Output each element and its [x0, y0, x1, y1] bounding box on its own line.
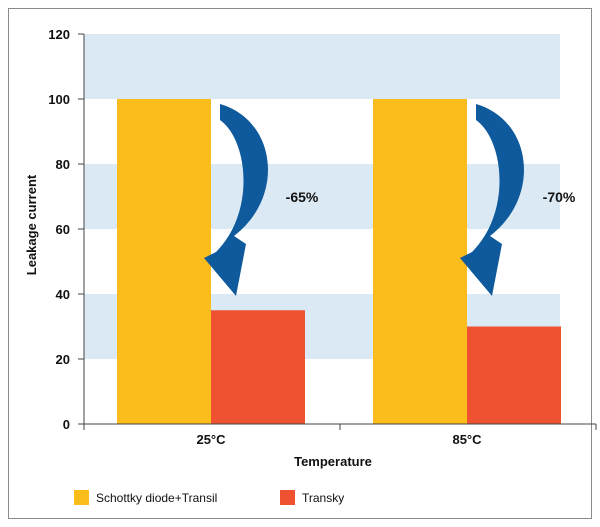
legend: Schottky diode+Transil Transky [74, 490, 344, 505]
x-tick-label: 25°C [196, 432, 226, 447]
x-axis-title: Temperature [294, 454, 372, 469]
reduction-label: -65% [286, 189, 319, 205]
y-tick-label: 100 [48, 92, 70, 107]
x-tick-label: 85°C [452, 432, 482, 447]
bars [117, 99, 561, 424]
annotation-labels: -65% -70% [286, 189, 576, 205]
y-tick-label: 60 [56, 222, 70, 237]
bar-schottky-transil [117, 99, 211, 424]
y-tick-label: 40 [56, 287, 70, 302]
legend-label: Transky [302, 491, 344, 505]
bar-schottky-transil [373, 99, 467, 424]
y-tick-label: 120 [48, 27, 70, 42]
bar-transky [467, 326, 561, 424]
y-tick-label: 20 [56, 352, 70, 367]
legend-swatch [280, 490, 295, 505]
grid-band [84, 34, 560, 99]
curved-arrow-icon [460, 104, 524, 296]
legend-swatch [74, 490, 89, 505]
bar-transky [211, 310, 305, 424]
x-tick-labels: 25°C 85°C [83, 424, 597, 447]
legend-label: Schottky diode+Transil [96, 491, 217, 505]
curved-arrow-icon [204, 104, 268, 296]
y-tick-label: 0 [63, 417, 70, 432]
y-axis-title: Leakage current [24, 174, 39, 275]
reduction-arrows [204, 104, 524, 296]
reduction-label: -70% [543, 189, 576, 205]
y-tick-labels: 0 20 40 60 80 100 120 [48, 27, 84, 432]
y-tick-label: 80 [56, 157, 70, 172]
